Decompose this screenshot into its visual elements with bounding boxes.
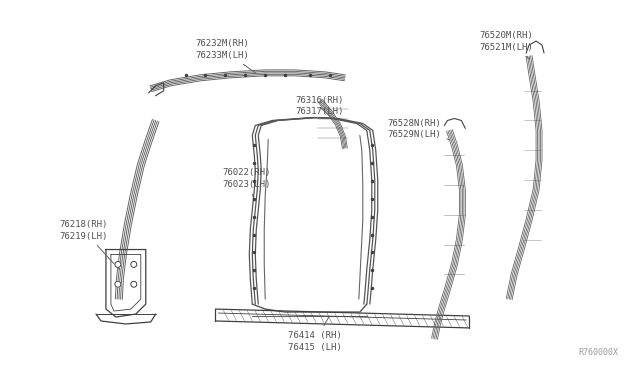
Text: 76520M(RH)
76521M(LH): 76520M(RH) 76521M(LH)	[479, 31, 533, 59]
Text: 76528N(RH)
76529N(LH): 76528N(RH) 76529N(LH)	[388, 119, 449, 140]
Text: 76414 (RH)
76415 (LH): 76414 (RH) 76415 (LH)	[288, 317, 342, 352]
Text: 76232M(RH)
76233M(LH): 76232M(RH) 76233M(LH)	[196, 39, 256, 73]
Text: 76316(RH)
76317(LH): 76316(RH) 76317(LH)	[295, 96, 344, 116]
Text: 76022(RH)
76023(LH): 76022(RH) 76023(LH)	[223, 168, 271, 197]
Text: 76218(RH)
76219(LH): 76218(RH) 76219(LH)	[59, 220, 119, 269]
Text: R760000X: R760000X	[579, 348, 619, 357]
Circle shape	[131, 281, 137, 287]
Circle shape	[131, 262, 137, 267]
Circle shape	[115, 281, 121, 287]
Circle shape	[115, 262, 121, 267]
